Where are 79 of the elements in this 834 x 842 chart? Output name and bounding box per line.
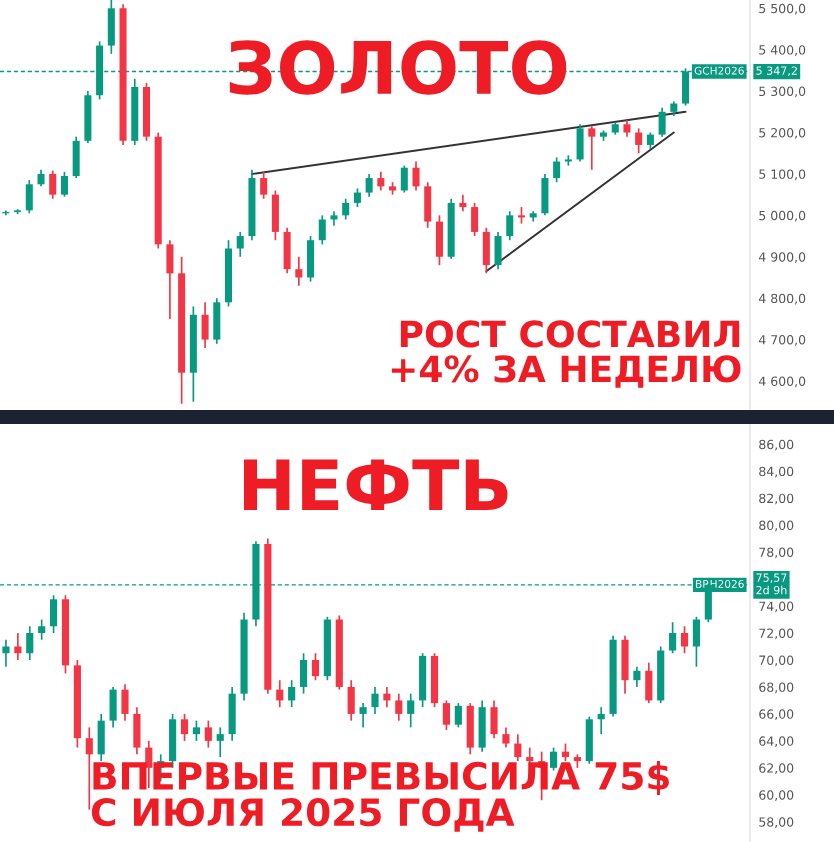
candlestick bbox=[38, 618, 46, 641]
candlestick bbox=[502, 726, 510, 749]
candlestick bbox=[430, 652, 439, 708]
candlestick bbox=[454, 702, 462, 729]
candlestick bbox=[424, 181, 432, 229]
candlestick bbox=[26, 625, 34, 661]
candlestick bbox=[658, 106, 666, 138]
candlestick bbox=[377, 171, 385, 192]
candlestick bbox=[295, 255, 303, 287]
candlestick bbox=[318, 214, 326, 246]
candlestick bbox=[576, 123, 584, 163]
candlestick bbox=[201, 301, 209, 349]
candlestick bbox=[466, 702, 474, 756]
candlestick bbox=[419, 652, 427, 708]
candlestick bbox=[490, 699, 498, 740]
annotation: РОСТ СОСТАВИЛ +4% ЗА НЕДЕЛЮ bbox=[391, 320, 741, 388]
candlestick bbox=[621, 634, 629, 695]
candlestick bbox=[412, 160, 420, 192]
candlestick bbox=[97, 713, 105, 762]
candlestick bbox=[407, 692, 415, 729]
candlestick bbox=[60, 171, 68, 198]
candlestick bbox=[635, 127, 643, 155]
candlestick bbox=[553, 156, 561, 184]
candlestick bbox=[359, 702, 367, 729]
candlestick bbox=[2, 638, 10, 668]
candlestick bbox=[271, 189, 279, 242]
candlestick bbox=[49, 169, 57, 200]
candlestick bbox=[597, 706, 605, 735]
candlestick bbox=[541, 173, 549, 217]
candlestick bbox=[371, 686, 379, 715]
candlestick bbox=[692, 615, 700, 668]
candlestick bbox=[478, 699, 486, 753]
candlestick bbox=[585, 715, 593, 765]
candlestick bbox=[236, 231, 244, 258]
chart-title: ЗОЛОТО bbox=[229, 40, 567, 95]
candlestick bbox=[180, 713, 189, 742]
candlestick bbox=[395, 692, 403, 722]
candlestick bbox=[14, 632, 22, 661]
candlestick bbox=[25, 179, 33, 215]
candlestick bbox=[276, 679, 284, 708]
candlestick bbox=[365, 173, 373, 198]
candlestick bbox=[109, 686, 117, 729]
candlestick bbox=[133, 706, 141, 756]
candlestick bbox=[166, 239, 174, 320]
candlestick bbox=[471, 202, 479, 237]
candlestick bbox=[506, 210, 514, 242]
candlestick bbox=[588, 125, 596, 171]
candlestick bbox=[216, 726, 224, 758]
chart-title: НЕФТЬ bbox=[244, 459, 508, 511]
candlestick bbox=[283, 226, 291, 275]
candlestick bbox=[192, 719, 200, 742]
candlestick bbox=[347, 679, 355, 722]
candlestick bbox=[330, 210, 338, 227]
candlestick bbox=[228, 686, 236, 742]
candlestick bbox=[353, 187, 361, 208]
candlestick bbox=[307, 235, 315, 283]
candlestick bbox=[645, 661, 653, 704]
candlestick bbox=[514, 733, 522, 762]
candlestick bbox=[204, 719, 212, 749]
candlestick bbox=[300, 652, 308, 695]
candlestick bbox=[121, 683, 129, 722]
candlestick bbox=[107, 0, 115, 55]
candlestick bbox=[669, 621, 677, 655]
candlestick bbox=[50, 594, 58, 634]
candlestick bbox=[213, 297, 221, 345]
candlestick bbox=[494, 231, 502, 271]
candlestick bbox=[633, 665, 641, 688]
candlestick bbox=[435, 214, 443, 266]
candlestick bbox=[311, 652, 320, 682]
candlestick bbox=[288, 679, 296, 708]
candlestick bbox=[342, 197, 350, 221]
candlestick bbox=[84, 90, 92, 144]
candlestick bbox=[400, 164, 408, 194]
candlestick bbox=[680, 625, 689, 655]
candlestick bbox=[85, 726, 93, 811]
candlestick bbox=[442, 699, 450, 731]
candlestick bbox=[260, 171, 268, 200]
candlestick bbox=[482, 226, 490, 275]
candlestick bbox=[72, 135, 80, 179]
